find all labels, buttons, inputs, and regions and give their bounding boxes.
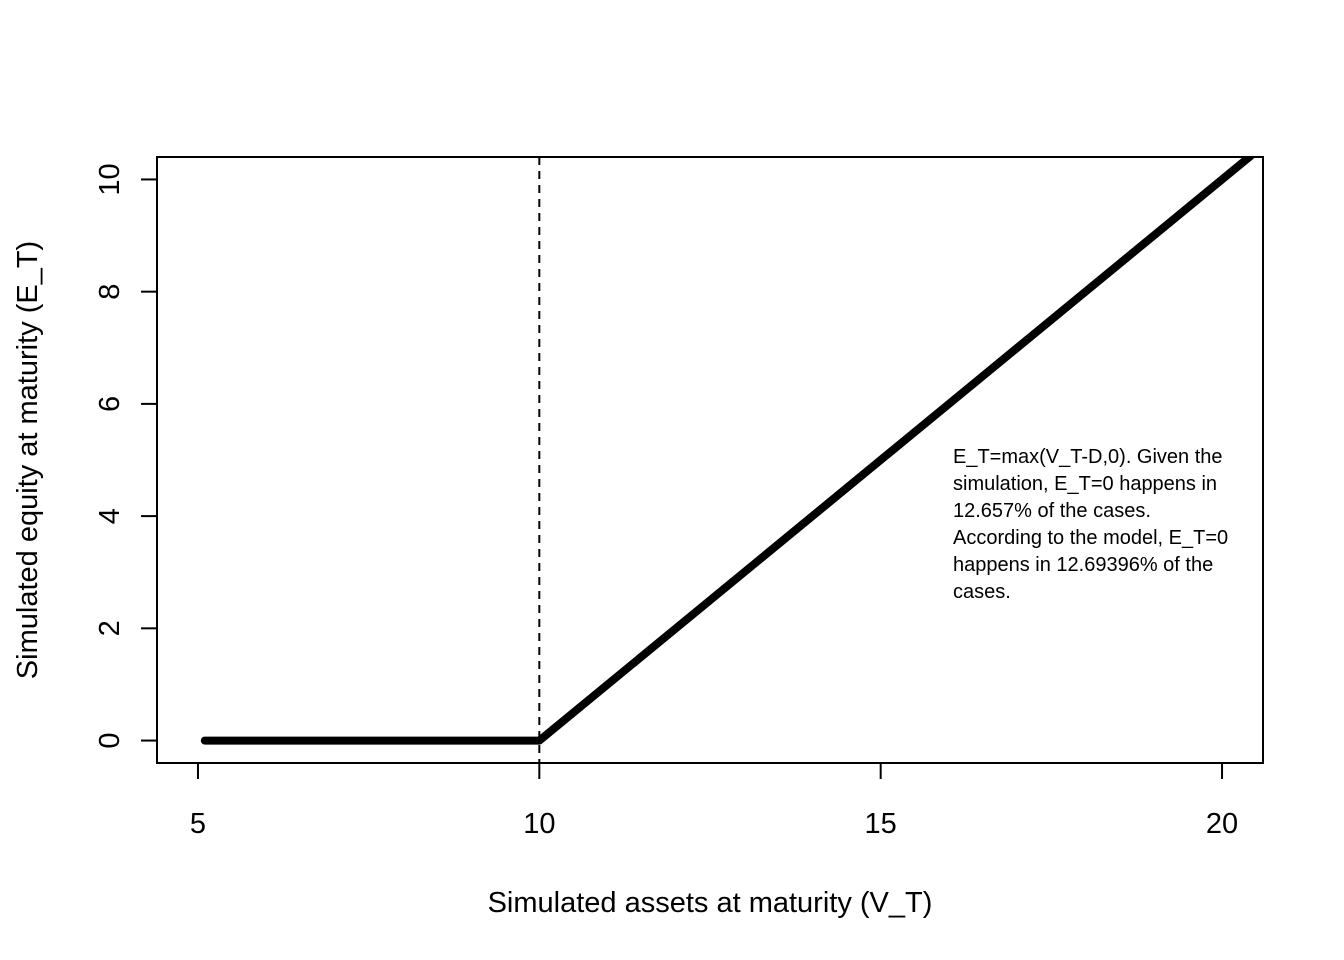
y-tick-label: 4 [94,508,126,524]
y-tick-label: 6 [94,396,126,412]
x-tick-label: 5 [190,808,206,840]
y-axis-label: Simulated equity at maturity (E_T) [12,241,44,679]
y-axis: 0 2 4 6 8 10 [94,163,158,749]
annotation-note: E_T=max(V_T-D,0). Given the simulation, … [953,446,1229,603]
y-tick-label: 2 [94,620,126,636]
x-axis-label: Simulated assets at maturity (V_T) [488,887,933,919]
y-tick-label: 8 [94,284,126,300]
y-tick-label: 0 [94,732,126,748]
x-tick-label: 15 [865,808,897,840]
y-tick-label: 10 [94,163,126,195]
x-axis: 5 10 15 20 [190,762,1238,840]
series-line [200,157,1255,745]
series-layer [200,157,1255,745]
x-tick-label: 20 [1206,808,1238,840]
x-tick-label: 10 [523,808,555,840]
